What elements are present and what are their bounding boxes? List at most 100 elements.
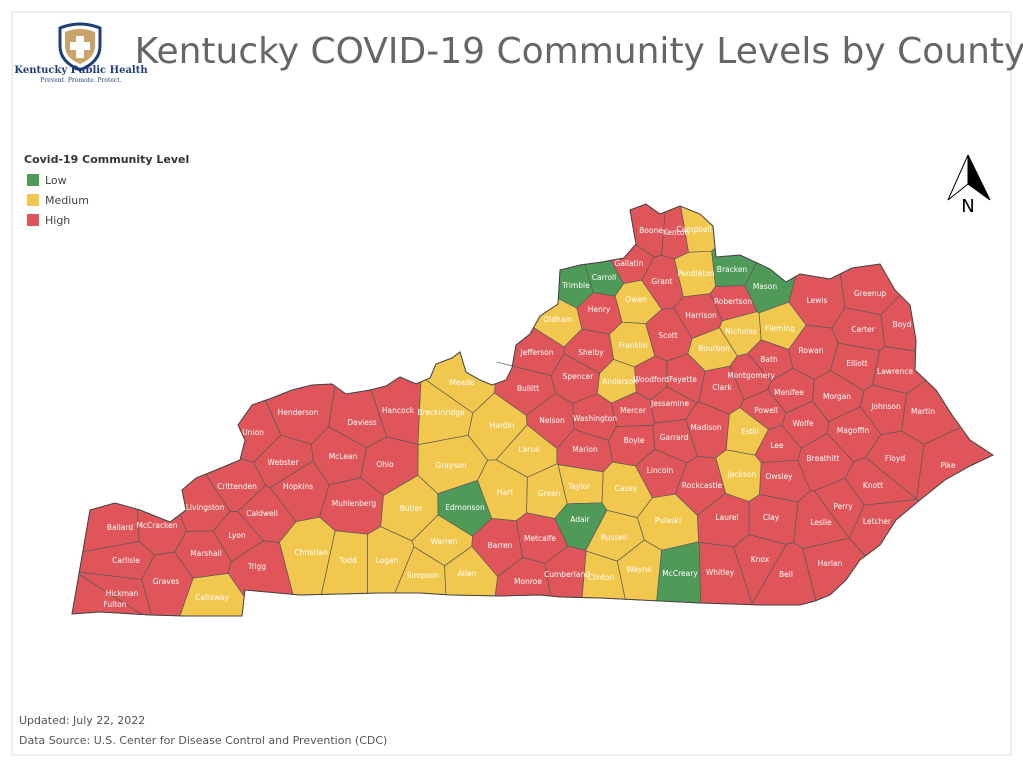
county-label: Bourbon — [698, 344, 730, 353]
county-label: Estill — [741, 427, 759, 436]
county-label: Simpson — [407, 571, 439, 580]
county-label: Hickman — [106, 589, 139, 598]
legend-swatch — [27, 174, 39, 186]
logo-name: Kentucky Public Health — [14, 65, 148, 76]
county-label: Elliott — [846, 359, 868, 368]
county-label: Magoffin — [837, 426, 870, 435]
county-label: Wolfe — [793, 419, 814, 428]
county-label: McCreary — [662, 569, 698, 578]
updated-label: Updated: — [19, 714, 70, 727]
title: Kentucky COVID-19 Community Levels by Co… — [135, 31, 1023, 72]
state-outline — [71, 203, 995, 617]
county-label: Letcher — [863, 517, 892, 526]
county-label: Kenton — [663, 228, 689, 237]
county-label: Taylor — [567, 482, 591, 491]
county-label: Livingston — [186, 503, 225, 512]
legend-swatch — [27, 214, 39, 226]
county-label: Meade — [449, 378, 474, 387]
county-label: Allen — [458, 569, 477, 578]
legend: Low Medium High — [27, 174, 89, 227]
county-label: Fleming — [765, 324, 795, 333]
county-label: Pike — [940, 461, 956, 470]
county-label: Christian — [294, 548, 328, 557]
county-label: Breathitt — [807, 454, 840, 463]
county-label: Bath — [760, 355, 778, 364]
county-label: Garrard — [660, 433, 689, 442]
county-label: Breckinridge — [417, 408, 465, 417]
county-label: Martin — [911, 407, 935, 416]
county-label: Knox — [751, 555, 770, 564]
county-label: Oldham — [543, 315, 572, 324]
legend-label: Medium — [45, 194, 89, 207]
county-label: Laurel — [715, 513, 738, 522]
county-label: Boyd — [893, 320, 912, 329]
county-label: Ballard — [107, 523, 133, 532]
county-label: Daviess — [347, 418, 376, 427]
county-label: Greenup — [854, 289, 886, 298]
county-label: Marshall — [190, 549, 222, 558]
county-label: Pulaski — [655, 516, 681, 525]
county-label: Grayson — [435, 461, 466, 470]
county-label: Logan — [376, 556, 399, 565]
county-label: Shelby — [578, 348, 604, 357]
county-label: Knott — [863, 481, 883, 490]
county-label: Lewis — [807, 296, 828, 305]
county-label: Jefferson — [520, 348, 554, 357]
county-label: Jessamine — [650, 399, 689, 408]
county-label: Menifee — [774, 388, 804, 397]
county-label: Trimble — [561, 281, 590, 290]
county-label: Nicholas — [725, 327, 757, 336]
county-label: Henderson — [278, 408, 319, 417]
county-label: Floyd — [885, 454, 905, 463]
county-label: Butler — [400, 504, 424, 513]
county-label: Grant — [651, 277, 672, 286]
county-label: Lincoln — [647, 466, 674, 475]
north-label: N — [961, 196, 974, 217]
county-label: Leslie — [810, 518, 832, 527]
county-label: Lee — [770, 441, 784, 450]
county-label: Rockcastle — [682, 481, 723, 490]
county-label: Bell — [779, 570, 793, 579]
county-label: Franklin — [618, 341, 648, 350]
county-label: Bullitt — [517, 384, 539, 393]
county-label: Mercer — [620, 406, 647, 415]
county-label: Larue — [518, 445, 540, 454]
county-label: Clinton — [588, 573, 615, 582]
county-label: Owsley — [765, 472, 793, 481]
county-label: Spencer — [563, 372, 595, 381]
north-arrow — [947, 154, 991, 201]
county-label: Whitley — [706, 568, 735, 577]
county-label: Scott — [658, 331, 677, 340]
county-label: Robertson — [714, 297, 752, 306]
county-label: Harrison — [685, 311, 717, 320]
county-label: Fayette — [669, 375, 697, 384]
county-label: Union — [242, 428, 264, 437]
county-label: McLean — [329, 452, 358, 461]
county-label: Gallatin — [615, 259, 644, 268]
logo — [58, 22, 102, 72]
county-label: Muhlenberg — [332, 499, 377, 508]
county-label: McCracken — [136, 521, 177, 530]
county-label: Graves — [153, 577, 180, 586]
county-label: Calloway — [195, 593, 229, 602]
updated-date: July 22, 2022 — [72, 714, 145, 727]
county-label: Edmonson — [445, 503, 485, 512]
legend-label: Low — [45, 174, 67, 187]
county-label: Bracken — [717, 265, 748, 274]
county-label: Carlisle — [112, 556, 140, 565]
legend-title: Covid-19 Community Level — [24, 153, 189, 166]
county-label: Owen — [625, 295, 647, 304]
legend-label: High — [45, 214, 70, 227]
county-label: Marion — [572, 445, 598, 454]
county-label: Madison — [690, 423, 721, 432]
county-label: Adair — [570, 515, 590, 524]
county-label: Harlan — [818, 559, 843, 568]
county-label: Warren — [431, 537, 458, 546]
county-label: Metcalfe — [524, 534, 556, 543]
county-label: Rowan — [799, 346, 824, 355]
county-label: Hardin — [490, 421, 515, 430]
county-label: Monroe — [514, 577, 542, 586]
county-label: Jackson — [727, 470, 757, 479]
